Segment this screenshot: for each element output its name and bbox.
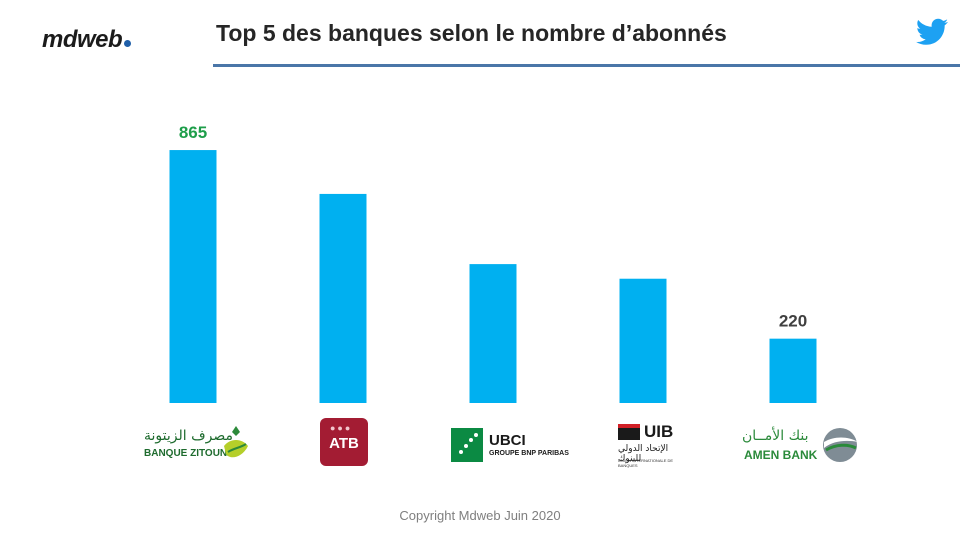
atb-badge [320,418,368,466]
data-label-amen-bank: 220 [779,312,807,331]
twitter-bird-icon[interactable] [916,18,948,46]
uib-name: UIB [644,422,674,441]
logo-atb: ●●● ATB [320,418,370,468]
mdweb-logo: mdweb [42,26,132,54]
amen-latin-name: AMEN BANK [744,448,818,462]
atb-name: ATB [329,435,359,452]
brand-dot [124,40,132,47]
bar-amen-bank [769,338,817,403]
zitouna-leaf-icon [224,426,248,458]
title-underline [213,64,960,67]
bar-uib [619,278,667,403]
ubci-subtitle: GROUPE BNP PARIBAS [489,450,569,457]
ubci-name: UBCI [489,432,526,449]
logo-ubci: UBCI GROUPE BNP PARIBAS [451,418,571,468]
logo-amen-bank: بنك الأمــان AMEN BANK [740,418,862,468]
societe-generale-square-icon [618,424,640,440]
zitouna-arabic-name: مصرف الزيتونة [144,428,233,444]
data-label-banque-zitouna: 865 [179,123,207,142]
brand-name: mdweb [42,26,123,53]
atb-coins-icon: ●●● [330,423,353,433]
amen-arabic-name: بنك الأمــان [742,428,809,444]
logo-banque-zitouna: مصرف الزيتونة BANQUE ZITOUNA [140,418,252,468]
zitouna-latin-name: BANQUE ZITOUNA [144,448,235,459]
copyright-footer: Copyright Mdweb Juin 2020 [399,508,561,523]
uib-arabic-name: الإتحاد الدولي للبنوك [618,444,669,464]
bnp-stars-icon [451,428,483,462]
bar-atb [319,193,367,403]
logo-uib: UIB الإتحاد الدولي للبنوك UNION INTERNAT… [618,418,686,468]
chart-title: Top 5 des banques selon le nombre d’abon… [216,20,727,46]
bar-banque-zitouna [169,150,217,403]
bar-ubci [469,264,517,403]
amen-globe-icon [823,428,858,462]
uib-subtitle: UNION INTERNATIONALE DE BANQUES [618,458,674,468]
